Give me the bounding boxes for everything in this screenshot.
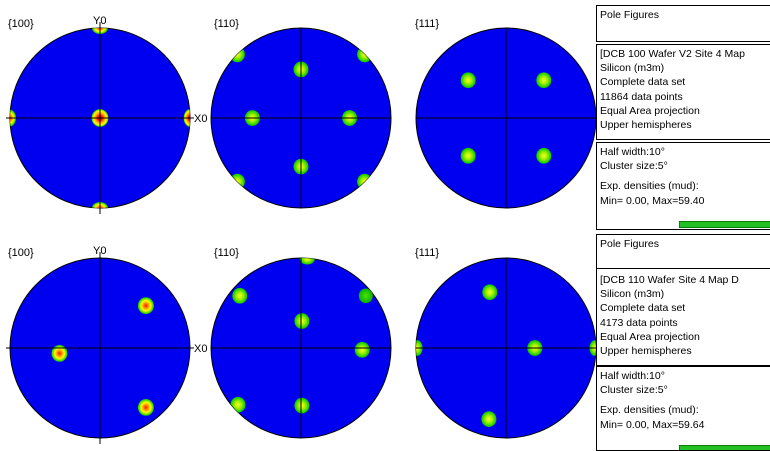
- projection-type: Equal Area projection: [600, 104, 700, 117]
- dataset-info-box: [DCB 110 Wafer Site 4 Map D Silicon (m3m…: [596, 268, 770, 366]
- panel-title-box: Pole Figures: [596, 5, 770, 42]
- half-width: Half width:10°: [600, 146, 665, 158]
- pole-figure-111-row1: {111}: [415, 18, 597, 209]
- plot-label: {110}: [214, 247, 239, 259]
- dataset-name: [DCB 110 Wafer Site 4 Map D: [600, 274, 739, 286]
- panel-title-box: Pole Figures: [596, 234, 770, 271]
- dataset-info-box: [DCB 100 Wafer V2 Site 4 Map Silicon (m3…: [596, 44, 770, 140]
- pole-5: [294, 397, 310, 414]
- pole-layer: [10, 28, 190, 208]
- cluster-size: Cluster size:5°: [600, 384, 668, 397]
- axis-label-right: X0: [194, 113, 207, 125]
- plot-label: {111}: [415, 247, 439, 259]
- pole-2: [460, 147, 476, 164]
- pole-4: [230, 396, 246, 413]
- pole-2: [354, 341, 370, 358]
- pole-figures-canvas: {100} Y0 X0 {110} {111} {100} Y0 X0 {110…: [6, 15, 597, 444]
- panel-title: Pole Figures: [600, 9, 659, 21]
- projection-type: Equal Area projection: [600, 330, 700, 343]
- pole-0: [92, 28, 108, 34]
- axis-label-top: Y0: [93, 245, 106, 257]
- half-width: Half width:10°: [600, 370, 665, 382]
- hemisphere: Upper hemispheres: [600, 119, 692, 132]
- pole-figure-111-row2: {111}: [415, 247, 597, 439]
- pole-3: [294, 313, 310, 329]
- data-set-type: Complete data set: [600, 76, 686, 89]
- pole-3: [536, 147, 552, 164]
- pole-2: [183, 109, 190, 127]
- pole-layer: [51, 297, 154, 416]
- pole-figure-100-row2: {100} Y0 X0: [6, 245, 207, 444]
- pole-2: [481, 411, 497, 427]
- pole-1: [51, 345, 68, 362]
- pole-1: [536, 72, 552, 89]
- densities-label: Exp. densities (mud):: [600, 180, 699, 193]
- pole-6: [358, 288, 373, 304]
- data-set-type: Complete data set: [600, 302, 686, 315]
- cluster-size: Cluster size:5°: [600, 160, 668, 173]
- pole-layer: [460, 72, 552, 164]
- material: Silicon (m3m): [600, 288, 665, 301]
- pole-figure-110-row1: {110}: [210, 18, 392, 209]
- dataset-name: [DCB 100 Wafer V2 Site 4 Map: [600, 48, 745, 60]
- density-color-bar: [679, 221, 770, 228]
- densities-min-max: Min= 0.00, Max=59.40: [600, 194, 705, 207]
- data-points: 4173 data points: [600, 316, 678, 329]
- data-points: 11864 data points: [600, 90, 683, 103]
- pole-figure-110-row2: {110}: [210, 247, 392, 439]
- axis-label-top: Y0: [93, 15, 106, 27]
- pole-0: [460, 72, 476, 89]
- densities-label: Exp. densities (mud):: [600, 404, 699, 417]
- hemisphere: Upper hemispheres: [600, 345, 692, 358]
- axis-label-right: X0: [194, 343, 207, 355]
- densities-min-max: Min= 0.00, Max=59.64: [600, 418, 705, 431]
- pole-1: [92, 202, 108, 208]
- plot-label: {110}: [214, 18, 239, 30]
- density-box: Half width:10° Cluster size:5° Exp. dens…: [596, 366, 770, 451]
- density-color-bar: [679, 445, 770, 450]
- pole-0: [299, 258, 315, 265]
- pole-0: [482, 284, 498, 301]
- panel-title: Pole Figures: [600, 238, 659, 250]
- pole-2: [137, 399, 154, 416]
- pole-figure-100-row1: {100} Y0 X0: [6, 15, 207, 214]
- density-box: Half width:10° Cluster size:5° Exp. dens…: [596, 142, 770, 230]
- plot-label: {100}: [8, 247, 34, 259]
- material: Silicon (m3m): [600, 62, 665, 75]
- pole-0: [137, 297, 154, 315]
- pole-3: [10, 109, 16, 127]
- plot-label: {111}: [415, 18, 439, 30]
- pole-1: [232, 287, 248, 304]
- plot-label: {100}: [8, 18, 34, 30]
